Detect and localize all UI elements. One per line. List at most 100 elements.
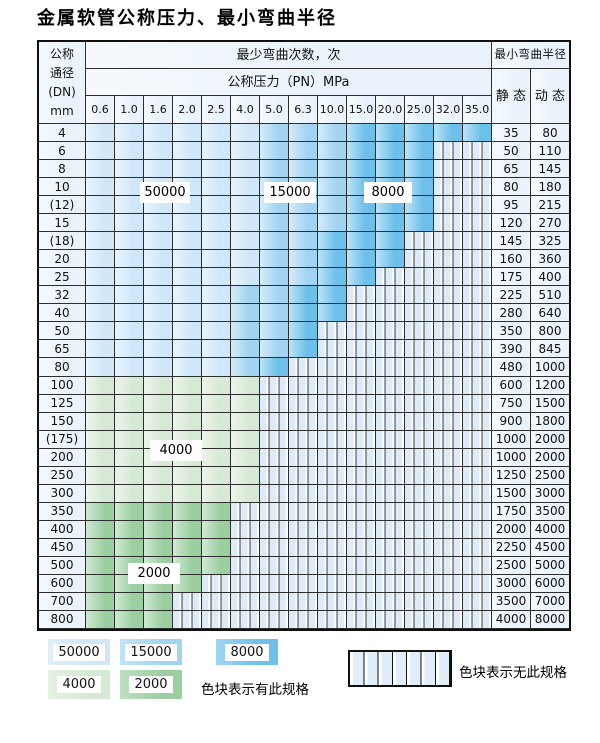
dynamic-radius-dn(18): 325	[531, 232, 569, 251]
static-radius-dn500: 2500	[492, 556, 531, 575]
spec-cell-dn(175)-pn15.0	[347, 430, 376, 449]
dn-label-250: 250	[39, 466, 86, 485]
spec-cell-dn300-pn15.0	[347, 484, 376, 503]
spec-cell-dn15-pn20.0	[376, 214, 405, 233]
spec-cell-dn(175)-pn5.0	[260, 430, 289, 449]
spec-cell-dn600-pn5.0	[260, 574, 289, 593]
spec-cell-dn500-pn4.0	[231, 556, 260, 575]
spec-cell-dn125-pn20.0	[376, 394, 405, 413]
dn-label-500: 500	[39, 556, 86, 575]
spec-cell-dn125-pn35.0	[463, 394, 492, 413]
spec-cell-dn15-pn35.0	[463, 214, 492, 233]
dynamic-radius-dn32: 510	[531, 286, 569, 305]
static-radius-dn25: 175	[492, 268, 531, 287]
spec-cell-dn800-pn25.0	[405, 610, 434, 629]
spec-cell-dn25-pn32.0	[434, 268, 463, 287]
spec-cell-dn800-pn5.0	[260, 610, 289, 629]
spec-cell-dn250-pn15.0	[347, 466, 376, 485]
spec-cell-dn80-pn15.0	[347, 358, 376, 377]
spec-cell-dn40-pn25.0	[405, 304, 434, 323]
spec-cell-dn40-pn2.5	[202, 304, 231, 323]
spec-cell-dn700-pn35.0	[463, 592, 492, 611]
spec-cell-dn100-pn25.0	[405, 376, 434, 395]
spec-cell-dn(18)-pn2.0	[173, 232, 202, 251]
region-label-4000: 4000	[150, 440, 202, 461]
dn-label-800: 800	[39, 610, 86, 629]
spec-cell-dn450-pn4.0	[231, 538, 260, 557]
corner-line: mm	[50, 103, 74, 118]
spec-cell-dn150-pn1.6	[144, 412, 173, 431]
dynamic-radius-dn8: 145	[531, 160, 569, 179]
spec-cell-dn(18)-pn5.0	[260, 232, 289, 251]
spec-cell-dn20-pn4.0	[231, 250, 260, 269]
dynamic-radius-dn600: 6000	[531, 574, 569, 593]
spec-cell-dn8-pn10.0	[318, 160, 347, 179]
page-title: 金属软管公称压力、最小弯曲半径	[37, 8, 337, 29]
spec-cell-dn600-pn32.0	[434, 574, 463, 593]
spec-cell-dn4-pn35.0	[463, 124, 492, 143]
spec-cell-dn(18)-pn32.0	[434, 232, 463, 251]
spec-cell-dn800-pn35.0	[463, 610, 492, 629]
spec-cell-dn4-pn0.6	[86, 124, 115, 143]
spec-cell-dn700-pn1.6	[144, 592, 173, 611]
spec-cell-dn450-pn10.0	[318, 538, 347, 557]
spec-cell-dn100-pn10.0	[318, 376, 347, 395]
spec-cell-dn65-pn4.0	[231, 340, 260, 359]
spec-cell-dn400-pn1.6	[144, 520, 173, 539]
spec-cell-dn200-pn5.0	[260, 448, 289, 467]
spec-cell-dn400-pn32.0	[434, 520, 463, 539]
spec-cell-dn250-pn4.0	[231, 466, 260, 485]
spec-cell-dn300-pn1.6	[144, 484, 173, 503]
spec-cell-dn32-pn10.0	[318, 286, 347, 305]
spec-cell-dn80-pn25.0	[405, 358, 434, 377]
spec-cell-dn40-pn1.0	[115, 304, 144, 323]
pressure-tick-0.6: 0.6	[86, 96, 115, 124]
spec-cell-dn32-pn1.0	[115, 286, 144, 305]
spec-cell-dn(175)-pn10.0	[318, 430, 347, 449]
spec-cell-dn250-pn2.5	[202, 466, 231, 485]
spec-cell-dn10-pn0.6	[86, 178, 115, 197]
spec-cell-dn32-pn32.0	[434, 286, 463, 305]
spec-cell-dn150-pn0.6	[86, 412, 115, 431]
spec-cell-dn700-pn25.0	[405, 592, 434, 611]
spec-cell-dn6-pn0.6	[86, 142, 115, 161]
spec-cell-dn(12)-pn0.6	[86, 196, 115, 215]
spec-cell-dn700-pn0.6	[86, 592, 115, 611]
pressure-tick-6.3: 6.3	[289, 96, 318, 124]
spec-cell-dn20-pn20.0	[376, 250, 405, 269]
spec-cell-dn200-pn4.0	[231, 448, 260, 467]
spec-cell-dn300-pn32.0	[434, 484, 463, 503]
spec-cell-dn32-pn2.5	[202, 286, 231, 305]
spec-cell-dn150-pn6.3	[289, 412, 318, 431]
static-radius-dn350: 1750	[492, 502, 531, 521]
spec-cell-dn80-pn5.0	[260, 358, 289, 377]
spec-cell-dn15-pn1.6	[144, 214, 173, 233]
spec-cell-dn8-pn0.6	[86, 160, 115, 179]
nominal-pressure-header: 公称压力（PN）MPa	[86, 69, 492, 96]
spec-cell-dn(12)-pn35.0	[463, 196, 492, 215]
spec-cell-dn32-pn1.6	[144, 286, 173, 305]
spec-cell-dn250-pn1.6	[144, 466, 173, 485]
spec-cell-dn250-pn2.0	[173, 466, 202, 485]
spec-cell-dn450-pn6.3	[289, 538, 318, 557]
spec-cell-dn8-pn5.0	[260, 160, 289, 179]
dn-label-700: 700	[39, 592, 86, 611]
legend-available-note: 色块表示有此规格	[201, 682, 309, 698]
region-label-2000: 2000	[128, 563, 180, 584]
spec-cell-dn150-pn1.0	[115, 412, 144, 431]
spec-cell-dn40-pn10.0	[318, 304, 347, 323]
spec-cell-dn25-pn5.0	[260, 268, 289, 287]
spec-cell-dn10-pn35.0	[463, 178, 492, 197]
spec-cell-dn32-pn35.0	[463, 286, 492, 305]
static-radius-dn6: 50	[492, 142, 531, 161]
spec-cell-dn6-pn2.5	[202, 142, 231, 161]
spec-cell-dn500-pn25.0	[405, 556, 434, 575]
spec-cell-dn6-pn10.0	[318, 142, 347, 161]
spec-cell-dn15-pn0.6	[86, 214, 115, 233]
spec-cell-dn10-pn10.0	[318, 178, 347, 197]
legend-swatch-8000: 8000	[216, 639, 278, 665]
spec-cell-dn6-pn32.0	[434, 142, 463, 161]
dynamic-radius-dn400: 4000	[531, 520, 569, 539]
dynamic-radius-dn20: 360	[531, 250, 569, 269]
spec-cell-dn25-pn4.0	[231, 268, 260, 287]
